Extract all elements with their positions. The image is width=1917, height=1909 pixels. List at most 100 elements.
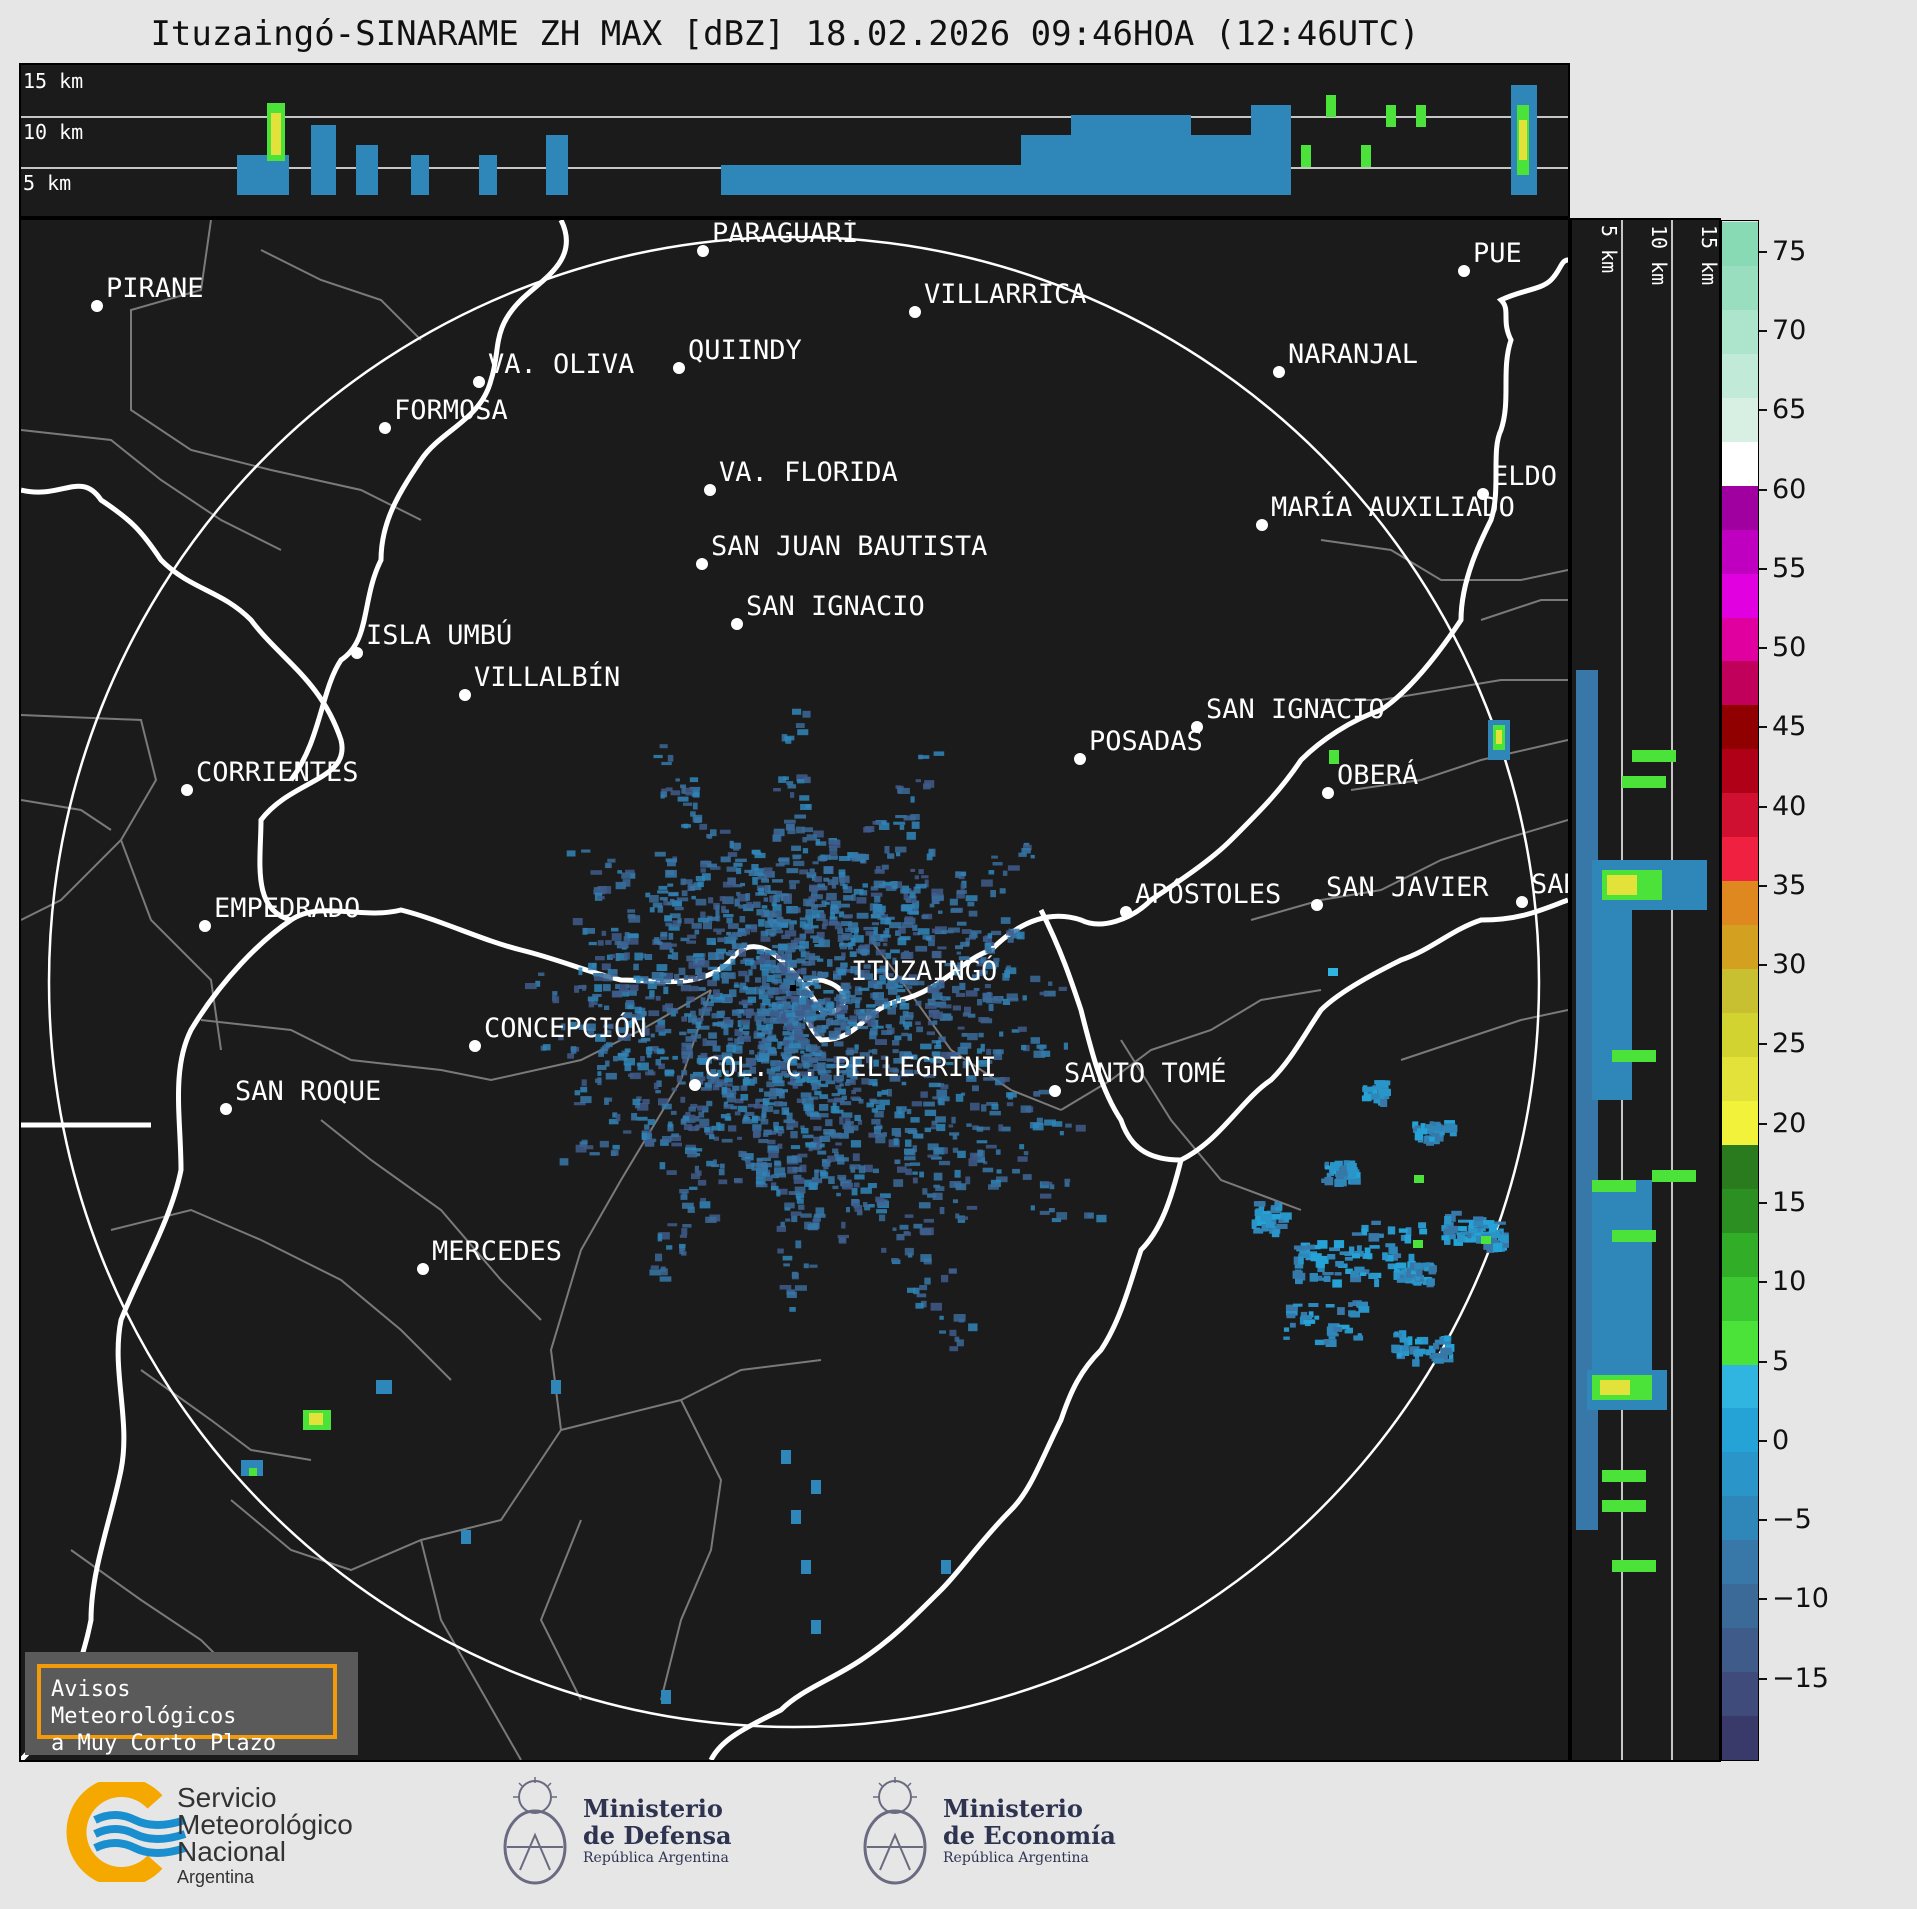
echo-cell xyxy=(772,834,782,842)
echo-cell xyxy=(681,1016,688,1022)
echo-cell xyxy=(722,1092,735,1098)
profile-echo xyxy=(1592,1180,1636,1192)
echo-cell xyxy=(834,996,841,1002)
echo-cell xyxy=(723,1017,731,1024)
echo-cell xyxy=(808,958,816,966)
echo-cell xyxy=(1414,1175,1424,1183)
echo-cell xyxy=(1429,1121,1441,1127)
echo-cell xyxy=(809,1264,818,1268)
echo-cell xyxy=(606,1030,612,1034)
echo-cell xyxy=(866,1102,874,1108)
echo-cell xyxy=(817,1113,829,1118)
place-label: APÓSTOLES xyxy=(1135,878,1281,910)
echo-cell xyxy=(704,1127,710,1133)
echo-cell xyxy=(826,1069,832,1073)
echo-cell xyxy=(801,1004,812,1011)
echo-cell xyxy=(812,1051,824,1056)
profile-echo xyxy=(1386,105,1396,127)
echo-cell xyxy=(800,1092,812,1098)
echo-cell xyxy=(936,1123,946,1132)
echo-cell xyxy=(811,904,822,908)
place-marker: MERCEDES xyxy=(417,1236,562,1275)
colorbar-tick-mark xyxy=(1759,884,1767,887)
echo-cell xyxy=(761,905,768,909)
echo-cell xyxy=(862,1008,869,1014)
place-marker: POSADAS xyxy=(1074,726,1203,765)
echo-cell xyxy=(961,1032,968,1037)
echo-cell xyxy=(660,931,668,937)
echo-cell xyxy=(756,1158,763,1162)
radar-range-ring xyxy=(47,235,1541,1729)
echo-cell xyxy=(759,964,772,971)
echo-cell xyxy=(1449,1129,1457,1137)
colorbar-swatch xyxy=(1722,573,1758,618)
echo-cell xyxy=(843,895,853,901)
echo-cell xyxy=(781,1107,790,1115)
echo-cell xyxy=(799,981,811,987)
echo-cell xyxy=(939,1315,944,1320)
echo-cell xyxy=(1352,1253,1360,1259)
echo-cell xyxy=(1499,1234,1509,1244)
echo-cell xyxy=(946,1062,954,1066)
place-dot xyxy=(704,484,716,496)
profile-echo xyxy=(1111,115,1151,195)
echo-cell xyxy=(990,1179,1001,1187)
echo-cell xyxy=(788,920,797,925)
colorbar-swatch xyxy=(1722,1056,1758,1101)
echo-cell xyxy=(721,1052,733,1057)
echo-cell xyxy=(748,870,758,876)
echo-cell xyxy=(837,1158,845,1165)
echo-cell xyxy=(671,1133,680,1137)
echo-cell xyxy=(853,888,864,895)
echo-cell xyxy=(1343,1176,1351,1180)
echo-cell xyxy=(842,884,848,890)
colorbar-tick-mark xyxy=(1759,1677,1767,1680)
echo-cell xyxy=(702,1038,707,1047)
echo-cell xyxy=(960,1042,972,1049)
echo-cell xyxy=(572,918,583,926)
echo-cell xyxy=(820,854,831,860)
echo-cell xyxy=(711,1013,720,1019)
echo-cell xyxy=(849,1015,858,1022)
echo-cell xyxy=(875,1133,887,1137)
echo-cell xyxy=(849,1056,858,1063)
echo-cell xyxy=(613,1055,618,1062)
echo-cell xyxy=(686,996,695,1002)
echo-cell xyxy=(800,1127,809,1134)
echo-cell xyxy=(992,862,1003,866)
echo-cell xyxy=(683,802,693,806)
echo-cell xyxy=(906,979,918,986)
echo-cell xyxy=(1005,967,1017,975)
echo-cell xyxy=(907,1033,912,1041)
echo-cell xyxy=(1457,1226,1467,1232)
echo-cell xyxy=(837,928,844,935)
echo-cell xyxy=(805,953,816,960)
echo-cell xyxy=(617,1027,627,1033)
echo-cell xyxy=(763,867,773,875)
warnings-banner[interactable]: Avisos Meteorológicos a Muy Corto Plazo xyxy=(25,1652,358,1756)
echo-cell xyxy=(825,1073,830,1078)
echo-cell xyxy=(744,975,750,983)
profile-echo xyxy=(261,155,289,195)
echo-cell xyxy=(580,1096,592,1104)
echo-cell xyxy=(662,1004,670,1012)
echo-cell xyxy=(938,1160,951,1166)
echo-cell xyxy=(705,1216,717,1223)
profile-echo xyxy=(237,155,265,195)
warnings-banner-frame[interactable]: Avisos Meteorológicos a Muy Corto Plazo xyxy=(37,1664,337,1756)
echo-cell xyxy=(1398,1270,1405,1276)
echo-cell xyxy=(823,1129,835,1135)
echo-cell xyxy=(797,1153,808,1158)
echo-cell xyxy=(932,1011,943,1019)
echo-cell xyxy=(624,1033,631,1041)
place-label: COL. C. PELLEGRINI xyxy=(704,1052,997,1083)
echo-cell xyxy=(713,989,720,997)
echo-cell xyxy=(1449,1354,1454,1360)
echo-cell xyxy=(760,985,771,991)
echo-cell xyxy=(956,889,967,894)
echo-cell xyxy=(852,935,864,943)
echo-cell xyxy=(827,1155,836,1162)
echo-cell xyxy=(1266,1221,1275,1228)
echo-cell xyxy=(1394,1272,1401,1279)
echo-cell xyxy=(812,910,824,918)
